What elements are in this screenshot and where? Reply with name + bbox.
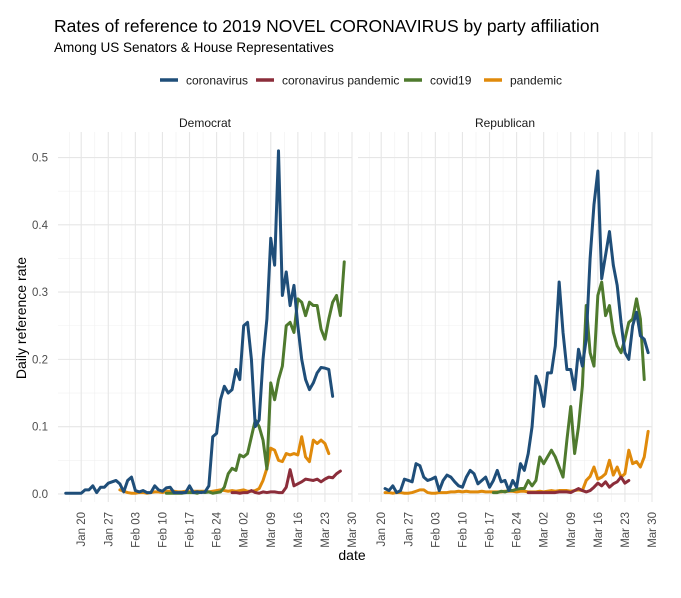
series-line-coronavirus-pandemic bbox=[230, 468, 342, 495]
x-tick-label: Mar 09 bbox=[266, 512, 278, 548]
x-tick-label: Mar 30 bbox=[347, 512, 359, 548]
x-tick-label: Feb 24 bbox=[212, 511, 224, 547]
legend-label-covid19: covid19 bbox=[430, 74, 472, 88]
series-line-covid19 bbox=[491, 280, 646, 495]
x-tick-label: Jan 27 bbox=[403, 512, 415, 547]
series-line-coronavirus bbox=[383, 169, 650, 495]
series-line-pandemic bbox=[383, 429, 650, 495]
x-tick-label: Mar 02 bbox=[539, 512, 551, 548]
chart-title: Rates of reference to 2019 NOVEL CORONAV… bbox=[54, 16, 599, 36]
series-line-coronavirus-pandemic bbox=[526, 475, 631, 495]
legend-item-coronavirus: coronavirus bbox=[160, 74, 248, 88]
y-axis-label: Daily reference rate bbox=[13, 257, 29, 379]
legend-item-coronavirus-pandemic: coronavirus pandemic bbox=[256, 74, 399, 88]
x-tick-label: Mar 16 bbox=[593, 512, 605, 548]
legend-label-pandemic: pandemic bbox=[510, 74, 562, 88]
panel-label-republican: Republican bbox=[475, 116, 535, 130]
x-tick-label: Feb 10 bbox=[157, 512, 169, 548]
x-tick-label: Feb 24 bbox=[512, 511, 524, 547]
gridlines bbox=[58, 132, 353, 502]
x-tick-label: Mar 30 bbox=[647, 512, 659, 548]
x-axis-label: date bbox=[338, 547, 365, 563]
y-tick-label: 0.0 bbox=[32, 489, 48, 501]
x-tick-label: Jan 20 bbox=[376, 512, 388, 547]
y-tick-label: 0.1 bbox=[32, 422, 48, 434]
y-tick-label: 0.2 bbox=[32, 354, 48, 366]
y-tick-label: 0.3 bbox=[32, 287, 48, 299]
panel-democrat: Democrat 0.0 0.1 0.2 0.3 0.4 0.5 Jan 20 Jan 27 Fe… bbox=[32, 116, 359, 548]
series-line-coronavirus bbox=[64, 149, 335, 495]
chart-subtitle: Among US Senators & House Representative… bbox=[54, 40, 334, 55]
x-tick-label: Feb 10 bbox=[457, 512, 469, 548]
y-tick-label: 0.4 bbox=[32, 220, 49, 232]
x-tick-label: Feb 17 bbox=[185, 512, 197, 548]
series-line-pandemic bbox=[118, 435, 331, 495]
gridlines bbox=[358, 132, 653, 502]
legend-label-coronavirus-pandemic: coronavirus pandemic bbox=[282, 74, 399, 88]
x-tick-label: Mar 23 bbox=[320, 512, 332, 548]
x-tick-label: Feb 03 bbox=[430, 512, 442, 548]
x-tick-label: Mar 09 bbox=[566, 512, 578, 548]
panel-republican: Republican Jan 20 Jan 27 Feb 03 Feb 10 Feb 17… bbox=[358, 116, 659, 548]
legend: coronavirus coronavirus pandemic covid19 pa… bbox=[160, 74, 562, 88]
x-tick-label: Feb 03 bbox=[130, 512, 142, 548]
panel-label-democrat: Democrat bbox=[179, 116, 232, 130]
series-line-covid19 bbox=[164, 260, 346, 495]
y-tick-label: 0.5 bbox=[32, 153, 48, 165]
x-tick-label: Jan 27 bbox=[103, 512, 115, 547]
legend-label-coronavirus: coronavirus bbox=[186, 74, 248, 88]
x-tick-label: Mar 23 bbox=[620, 512, 632, 548]
x-tick-label: Jan 20 bbox=[76, 512, 88, 547]
x-tick-label: Mar 16 bbox=[293, 512, 305, 548]
legend-item-pandemic: pandemic bbox=[484, 74, 562, 88]
x-tick-label: Mar 02 bbox=[239, 512, 251, 548]
legend-item-covid19: covid19 bbox=[404, 74, 472, 88]
x-tick-label: Feb 17 bbox=[485, 512, 497, 548]
